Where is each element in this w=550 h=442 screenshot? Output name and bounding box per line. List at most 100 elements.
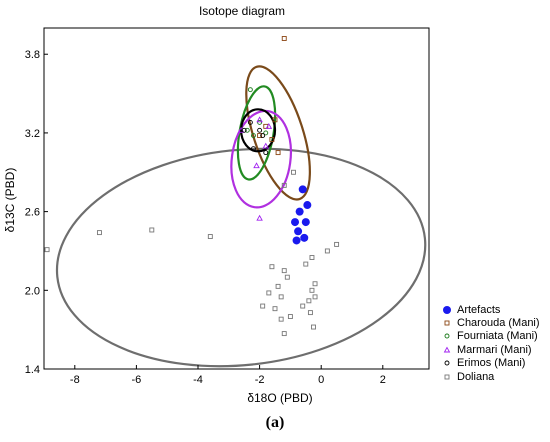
legend-item: Charouda (Mani): [442, 316, 540, 329]
data-point: [312, 281, 318, 287]
x-tick-label: -4: [193, 374, 203, 386]
data-point: [269, 137, 275, 142]
x-tick-label: 2: [380, 374, 386, 386]
data-point: [300, 233, 309, 242]
data-point: [298, 185, 307, 194]
data-point: [263, 150, 269, 156]
data-point: [300, 303, 306, 309]
data-point: [256, 116, 263, 123]
legend-label: Marmari (Mani): [457, 343, 532, 356]
legend-marker: [444, 320, 450, 326]
legend-marker-shape: [444, 334, 450, 339]
data-point: [303, 201, 312, 210]
legend-item: Doliana: [442, 370, 540, 383]
data-point: [307, 310, 313, 316]
data-point: [265, 122, 273, 129]
data-point: [311, 324, 316, 330]
legend-marker: [444, 374, 450, 380]
data-point: [253, 162, 260, 169]
data-point: [250, 146, 256, 152]
data-point: [334, 241, 340, 247]
data-point: [281, 331, 287, 337]
data-point: [44, 247, 50, 253]
data-point: [284, 274, 290, 280]
data-point: [266, 290, 272, 296]
figure-caption: (a): [265, 414, 285, 431]
legend-label: Fourniata (Mani): [457, 330, 538, 343]
data-point: [272, 306, 278, 312]
data-point: [281, 268, 287, 274]
data-point: [257, 127, 263, 133]
data-point: [278, 316, 284, 322]
y-axis-label: δ13C (PBD): [3, 168, 17, 233]
y-tick-label: 3.8: [25, 49, 40, 61]
legend-item: Erimos (Mani): [442, 357, 540, 370]
data-point: [278, 294, 284, 300]
data-point: [312, 294, 318, 300]
data-point: [241, 127, 247, 133]
legend-marker-shape: [444, 360, 450, 366]
legend-label: Charouda (Mani): [457, 317, 540, 330]
data-point: [281, 36, 287, 41]
data-point: [301, 218, 310, 227]
data-point: [269, 264, 275, 270]
confidence-ellipse: [55, 147, 427, 368]
data-point: [244, 127, 250, 133]
data-point: [256, 214, 263, 221]
legend-marker: [444, 360, 450, 366]
isotope-chart: Isotope diagram -8 -6 -4 -2 0 2 1.4 2.0 2.6 3.2 3…: [3, 4, 430, 405]
legend-marker-shape: [443, 346, 451, 353]
data-point: [257, 119, 263, 125]
legend-marker: [443, 346, 451, 353]
y-tick-label: 2.0: [25, 285, 40, 297]
x-tick-label: -8: [70, 374, 80, 386]
plot-frame: [43, 27, 430, 370]
data-point: [247, 87, 253, 93]
data-point: [324, 248, 330, 254]
confidence-ellipse: [230, 109, 292, 209]
legend-item: Fourniata (Mani): [442, 330, 540, 343]
data-point: [260, 303, 266, 309]
data-point: [247, 119, 253, 125]
confidence-ellipse: [240, 108, 277, 153]
legend-marker-shape: [444, 374, 450, 380]
data-point: [291, 169, 296, 175]
legend-marker: [443, 305, 451, 314]
data-points: [44, 36, 340, 337]
data-point: [275, 283, 281, 289]
legend-label: Erimos (Mani): [457, 357, 526, 370]
chart-title: Isotope diagram: [199, 4, 285, 18]
legend-marker: [444, 334, 450, 339]
data-point: [281, 182, 287, 188]
data-point: [291, 218, 300, 227]
data-point: [295, 207, 304, 216]
y-tick-label: 3.2: [25, 128, 40, 140]
data-point: [287, 314, 293, 319]
legend-marker-shape: [444, 320, 450, 326]
data-point: [263, 130, 269, 136]
confidence-ellipses: [55, 65, 427, 368]
data-point: [303, 261, 309, 267]
data-point: [262, 142, 270, 149]
data-point: [306, 298, 312, 304]
x-tick-label: 0: [318, 374, 324, 386]
data-point: [207, 234, 213, 239]
data-point: [149, 227, 155, 233]
data-point: [309, 287, 315, 293]
x-axis-ticks: -8 -6 -4 -2 0 2: [70, 365, 386, 386]
data-point: [294, 227, 303, 236]
y-axis-ticks: 1.4 2.0 2.6 3.2 3.8: [25, 49, 48, 376]
y-tick-label: 2.6: [25, 207, 40, 219]
legend-label: Doliana: [457, 370, 495, 383]
x-tick-label: -2: [255, 374, 265, 386]
data-point: [275, 150, 281, 156]
data-point: [309, 255, 315, 260]
chart-legend: Artefacts Charouda (Mani) Fourniata (Mani)…: [442, 303, 540, 383]
legend-marker-shape: [443, 305, 451, 314]
data-point: [250, 133, 256, 138]
legend-item: Artefacts: [442, 303, 540, 316]
data-point: [96, 230, 102, 236]
data-point: [260, 133, 266, 138]
y-tick-label: 1.4: [25, 364, 40, 376]
confidence-ellipse: [245, 65, 311, 201]
